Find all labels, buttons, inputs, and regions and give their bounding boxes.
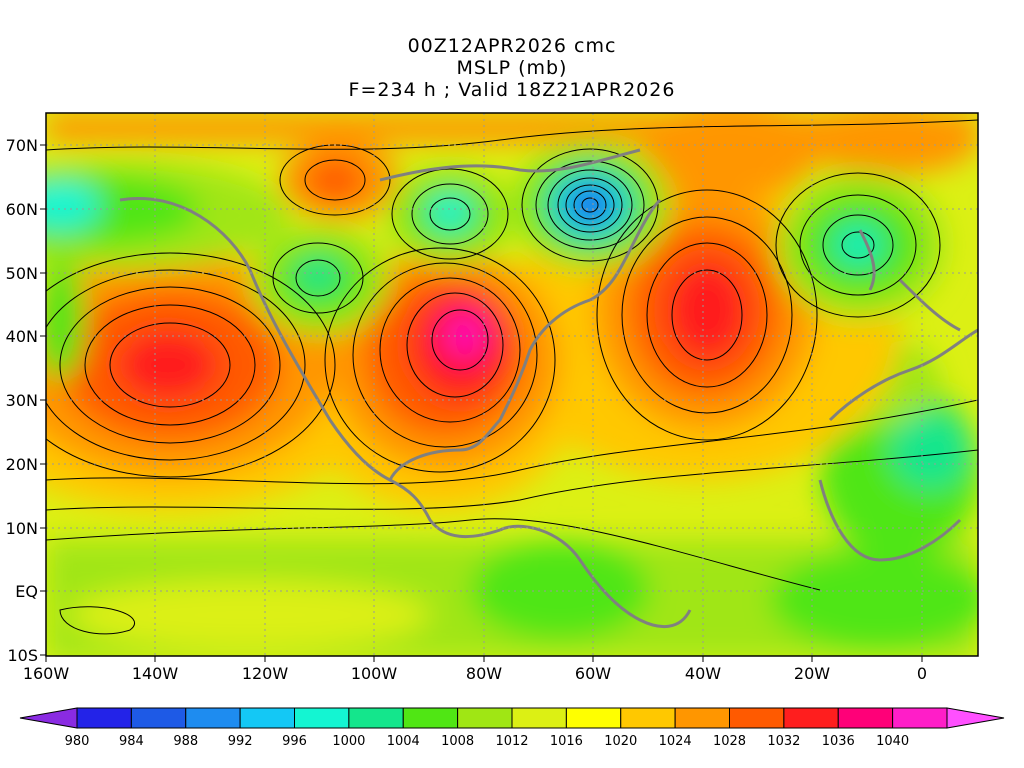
lat-label-60n: 60N [6, 200, 38, 219]
colorbar-label: 988 [173, 734, 198, 749]
lat-labels: 70N 60N 50N 40N 30N 20N 10N EQ 10S [6, 136, 38, 665]
colorbar-swatch [837, 707, 894, 729]
lon-label-60w: 60W [575, 664, 611, 683]
coastlines [119, 148, 978, 629]
lat-label-10n: 10N [6, 519, 38, 538]
colorbar-label: 1032 [767, 734, 800, 749]
isobars [46, 119, 978, 635]
lat-label-40n: 40N [6, 327, 38, 346]
colorbar-swatch [185, 707, 241, 729]
colorbar: 980 984 988 992 996 1000 1004 1008 1012 1016 1020 1… [19, 707, 1005, 749]
graticule [46, 113, 978, 656]
lon-label-80w: 80W [466, 664, 502, 683]
colorbar-label: 1036 [822, 734, 855, 749]
colorbar-swatch [348, 707, 404, 729]
run-title: 00Z12APR2026 cmc [407, 35, 617, 57]
pressure-blobs [46, 113, 978, 656]
colorbar-label: 1020 [604, 734, 637, 749]
colorbar-label: 1016 [550, 734, 583, 749]
colorbar-label: 980 [65, 734, 90, 749]
field-title: MSLP (mb) [456, 57, 568, 79]
colorbar-min-arrow [19, 707, 78, 729]
lon-label-140w: 140W [132, 664, 179, 683]
colorbar-label: 996 [282, 734, 307, 749]
colorbar-swatch [620, 707, 676, 729]
lat-label-10s: 10S [7, 646, 38, 665]
lat-label-50n: 50N [6, 264, 38, 283]
colorbar-swatch [674, 707, 730, 729]
colorbar-label: 1008 [441, 734, 474, 749]
colorbar-max-arrow [946, 707, 1005, 729]
colorbar-label: 992 [228, 734, 253, 749]
colorbar-label: 1028 [713, 734, 746, 749]
colorbar-label: 1024 [659, 734, 692, 749]
lon-label-100w: 100W [351, 664, 398, 683]
lon-label-40w: 40W [685, 664, 721, 683]
colorbar-swatch [76, 707, 132, 729]
lat-label-eq: EQ [15, 582, 38, 601]
lat-label-20n: 20N [6, 455, 38, 474]
colorbar-label: 984 [119, 734, 144, 749]
lon-ticks [45, 656, 923, 662]
lat-ticks [40, 144, 46, 656]
lon-label-20w: 20W [794, 664, 830, 683]
colorbar-swatch [565, 707, 622, 729]
pressure-field [46, 113, 978, 656]
lon-label-120w: 120W [242, 664, 289, 683]
colorbar-swatch [892, 707, 948, 729]
colorbar-swatch [130, 707, 187, 729]
colorbar-swatch [402, 707, 459, 729]
colorbar-swatch [457, 707, 513, 729]
lon-label-160w: 160W [23, 664, 70, 683]
plot-frame [45, 112, 979, 657]
colorbar-swatch [239, 707, 295, 729]
colorbar-swatch [783, 707, 839, 729]
lon-label-0: 0 [917, 664, 927, 683]
valid-time-title: F=234 h ; Valid 18Z21APR2026 [348, 79, 676, 101]
colorbar-label: 1004 [387, 734, 420, 749]
colorbar-swatch [511, 707, 567, 729]
colorbar-swatch [294, 707, 350, 729]
colorbar-label: 1040 [876, 734, 909, 749]
lat-label-70n: 70N [6, 136, 38, 155]
colorbar-swatch [729, 707, 785, 729]
lon-labels: 160W 140W 120W 100W 80W 60W 40W 20W 0 [23, 664, 927, 683]
lat-label-30n: 30N [6, 391, 38, 410]
colorbar-label: 1012 [495, 734, 528, 749]
colorbar-label: 1000 [332, 734, 365, 749]
